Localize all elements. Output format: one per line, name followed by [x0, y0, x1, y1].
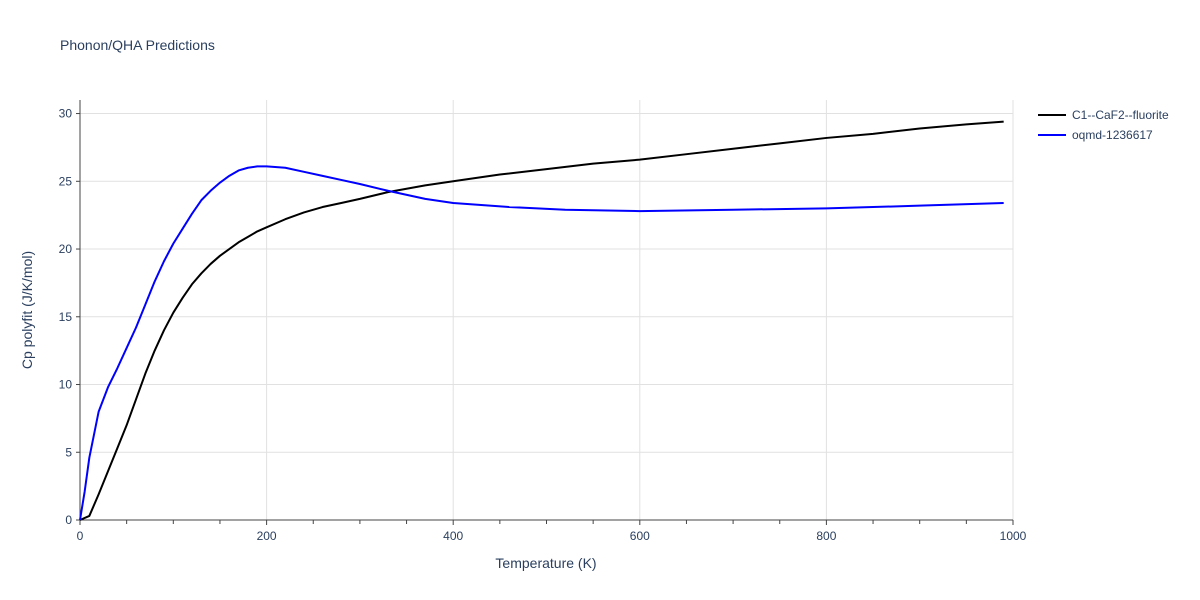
series-line-1[interactable] [79, 120, 1004, 521]
y-tick-label: 20 [59, 242, 73, 256]
legend-item-1[interactable]: C1--CaF2--fluorite [1038, 108, 1169, 122]
legend-label: oqmd-1236617 [1072, 128, 1153, 142]
legend-label: C1--CaF2--fluorite [1072, 108, 1169, 122]
y-tick-label: 5 [65, 445, 72, 459]
x-tick-label: 800 [816, 529, 836, 543]
x-tick-label: 1000 [1000, 529, 1027, 543]
y-tick-label: 15 [59, 310, 73, 324]
x-axis-title: Temperature (K) [495, 555, 596, 571]
series-layer [79, 120, 1004, 521]
legend-item-2[interactable]: oqmd-1236617 [1038, 128, 1153, 142]
x-tick-label: 200 [257, 529, 277, 543]
y-tick-label: 0 [65, 513, 72, 527]
y-tick-label: 25 [59, 174, 73, 188]
y-tick-label: 30 [59, 107, 73, 121]
grid-layer [80, 100, 1014, 520]
x-tick-label: 600 [630, 529, 650, 543]
chart-title: Phonon/QHA Predictions [60, 37, 215, 53]
y-axis-title: Cp polyfit (J/K/mol) [19, 251, 35, 369]
x-tick-label: 400 [443, 529, 463, 543]
y-tick-label: 10 [59, 378, 73, 392]
x-tick-label: 0 [77, 529, 84, 543]
series-line-2[interactable] [79, 165, 1004, 521]
legend[interactable]: C1--CaF2--fluorite oqmd-1236617 [1038, 108, 1169, 142]
axis-layer: 0 200 400 600 800 1000 0 5 10 15 20 25 30 [59, 100, 1027, 543]
